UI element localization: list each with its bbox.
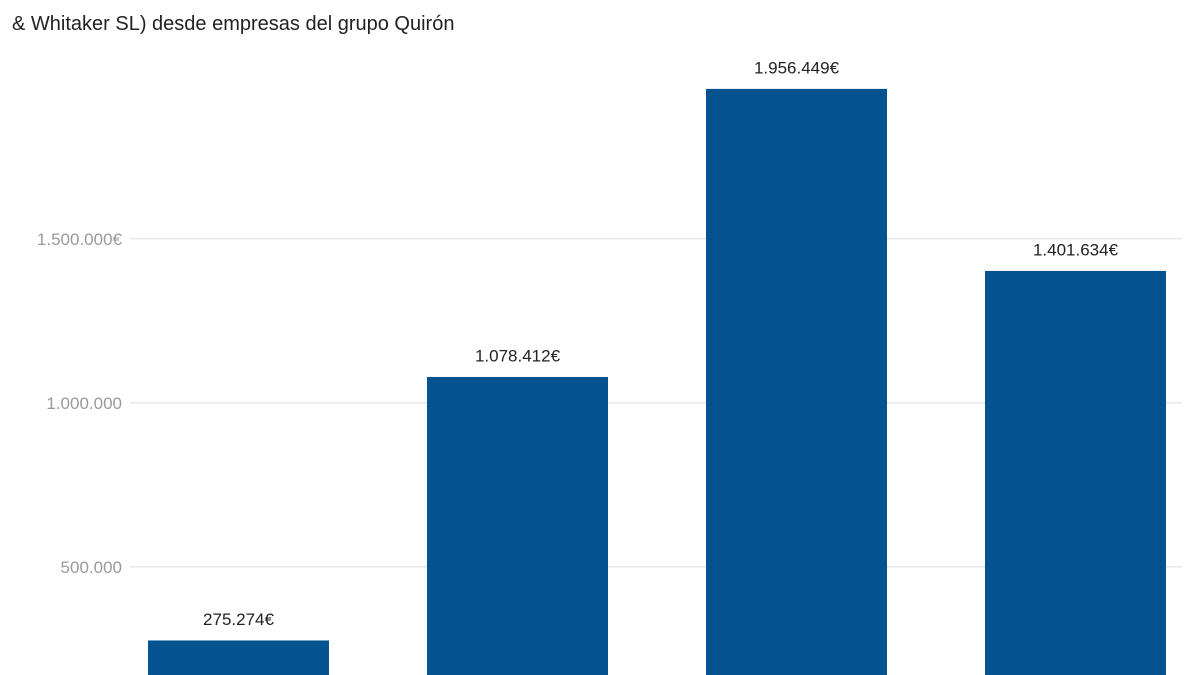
- value-label: 1.956.449€: [754, 58, 840, 77]
- value-label: 1.401.634€: [1033, 240, 1119, 259]
- bar: [706, 88, 887, 675]
- y-tick-label: 500.000: [61, 558, 122, 577]
- bar: [427, 376, 608, 675]
- bar: [985, 270, 1166, 675]
- y-tick-label: 1.000.000: [46, 394, 122, 413]
- value-label: 275.274€: [203, 610, 274, 629]
- value-label: 1.078.412€: [475, 346, 561, 365]
- chart-title: & Whitaker SL) desde empresas del grupo …: [12, 13, 454, 35]
- y-tick-label: 1.500.000€: [37, 230, 123, 249]
- bar: [148, 640, 329, 675]
